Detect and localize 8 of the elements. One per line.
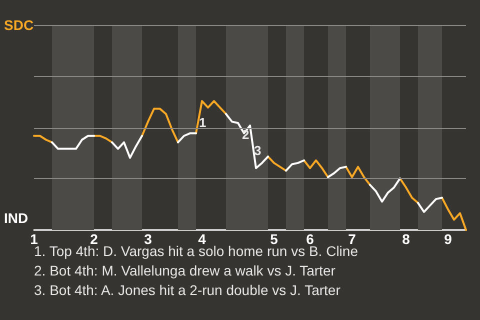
x-tick-label: 8	[402, 231, 410, 247]
text: 2. Bot 4th: M. Vallelunga drew a walk vs J. Tarter	[34, 262, 336, 278]
text: 3. Bot 4th: A. Jones hit a 2-run double vs J. Tarter	[34, 282, 341, 298]
annotation: 3	[254, 143, 262, 158]
text: IND	[4, 210, 28, 226]
x-tick-label: 9	[444, 231, 452, 247]
annotation: 1	[199, 115, 206, 130]
text: SDC	[4, 17, 34, 33]
